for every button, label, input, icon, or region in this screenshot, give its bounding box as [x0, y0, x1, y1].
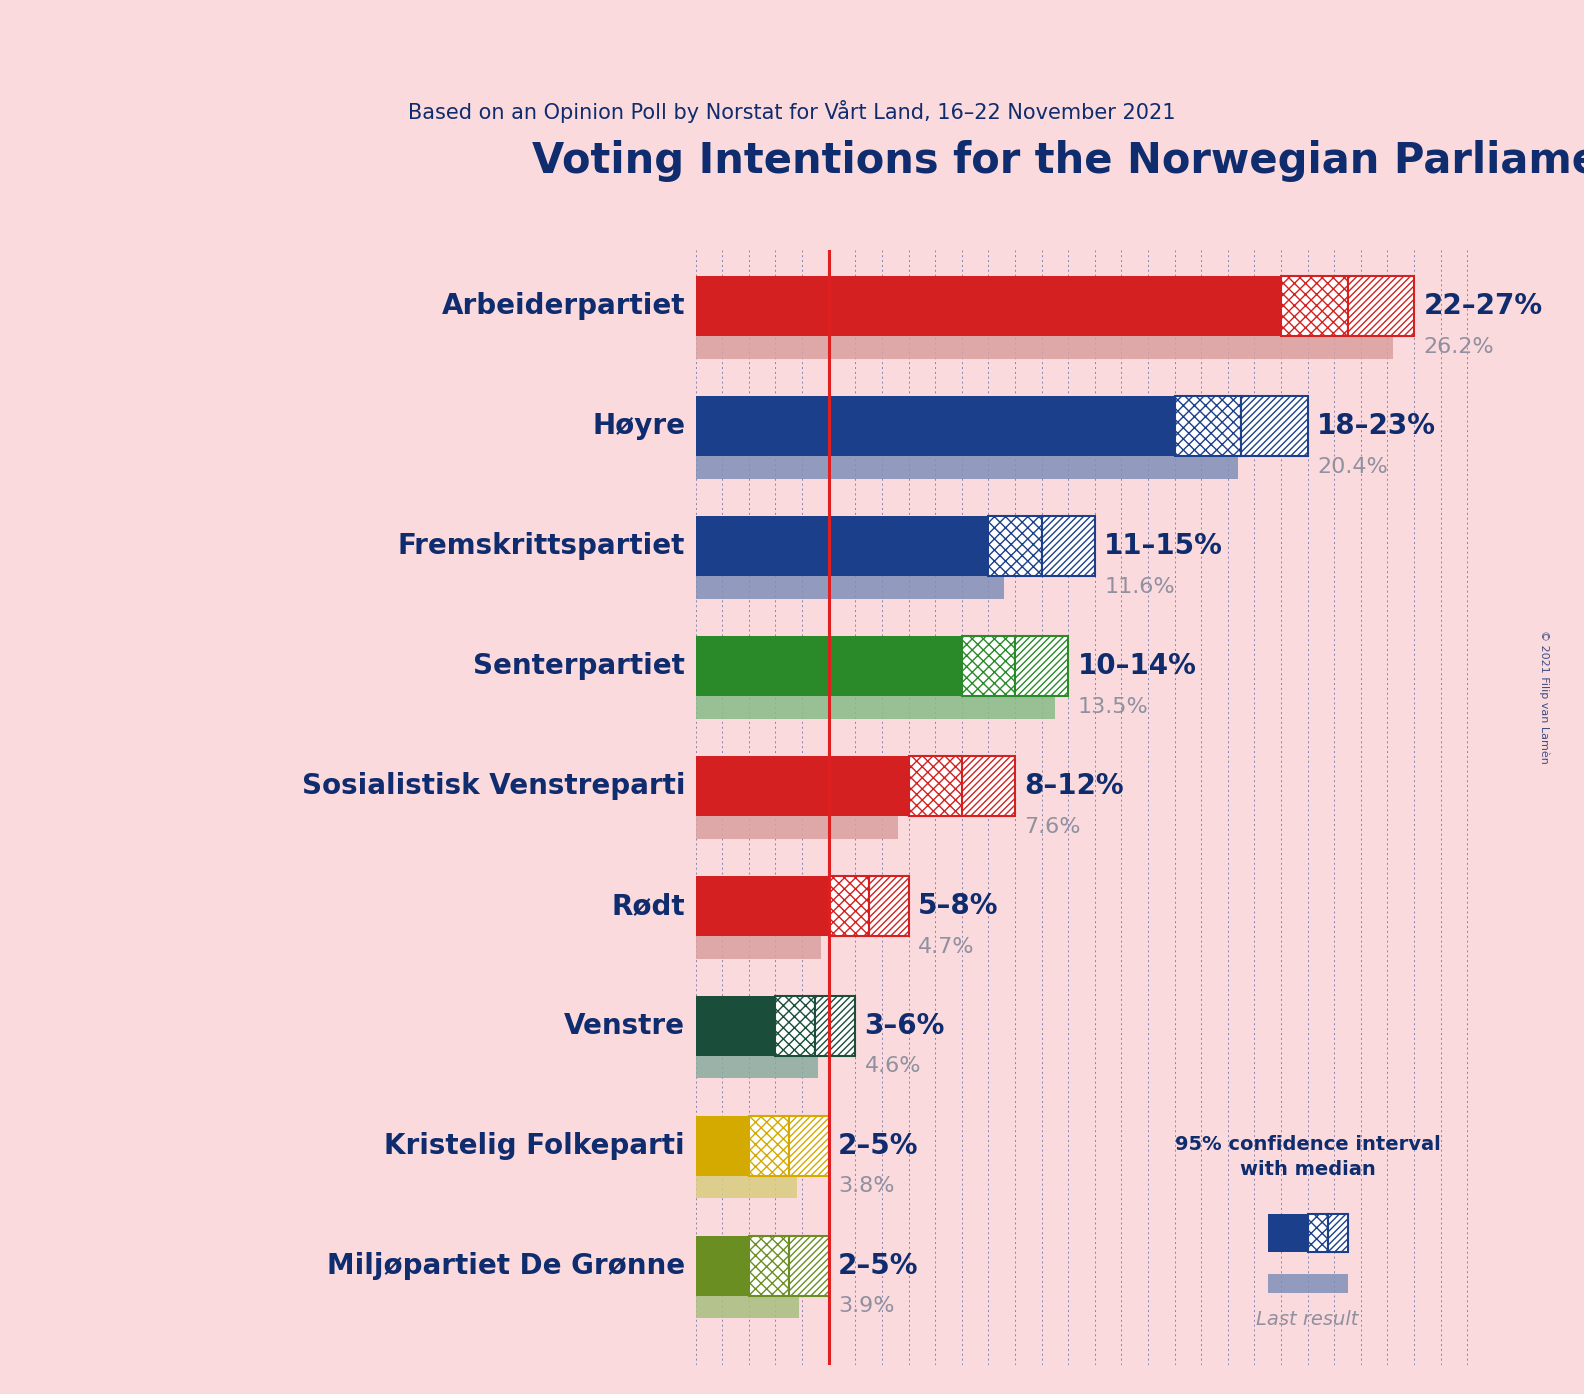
Text: 20.4%: 20.4%: [1316, 457, 1388, 477]
Text: 26.2%: 26.2%: [1424, 337, 1494, 357]
Text: 4.7%: 4.7%: [917, 937, 974, 956]
Bar: [961, 756, 1015, 815]
Text: Rødt: Rødt: [611, 892, 684, 920]
Text: Venstre: Venstre: [564, 1012, 684, 1040]
Bar: [1015, 636, 1068, 696]
Text: Fremskrittspartiet: Fremskrittspartiet: [398, 533, 684, 560]
Bar: [1267, 1274, 1348, 1294]
Title: Voting Intentions for the Norwegian Parliament: Voting Intentions for the Norwegian Parl…: [532, 141, 1584, 183]
Text: Last result: Last result: [1256, 1310, 1359, 1328]
Bar: [695, 1235, 749, 1295]
Bar: [1242, 396, 1308, 456]
Bar: [816, 995, 855, 1055]
Text: © 2021 Filip van Lamèn: © 2021 Filip van Lamèn: [1540, 630, 1549, 764]
Bar: [695, 574, 1004, 599]
Text: 10–14%: 10–14%: [1077, 652, 1196, 680]
Bar: [695, 1174, 797, 1199]
Bar: [695, 335, 1392, 360]
Text: 13.5%: 13.5%: [1077, 697, 1148, 717]
Bar: [695, 1115, 749, 1175]
Bar: [1327, 1214, 1348, 1252]
Bar: [789, 1235, 828, 1295]
Bar: [695, 756, 909, 815]
Text: Arbeiderpartiet: Arbeiderpartiet: [442, 293, 684, 321]
Bar: [1267, 1214, 1308, 1252]
Bar: [749, 1235, 789, 1295]
Text: 8–12%: 8–12%: [1025, 772, 1125, 800]
Text: Sosialistisk Venstreparti: Sosialistisk Venstreparti: [301, 772, 684, 800]
Text: Høyre: Høyre: [592, 413, 684, 441]
Bar: [695, 276, 1281, 336]
Text: 3.9%: 3.9%: [838, 1296, 895, 1316]
Bar: [749, 1115, 789, 1175]
Text: 18–23%: 18–23%: [1316, 413, 1437, 441]
Text: 2–5%: 2–5%: [838, 1132, 919, 1160]
Text: 22–27%: 22–27%: [1424, 293, 1543, 321]
Bar: [776, 995, 816, 1055]
Text: 4.6%: 4.6%: [865, 1057, 922, 1076]
Bar: [695, 694, 1055, 719]
Text: Kristelig Folkeparti: Kristelig Folkeparti: [385, 1132, 684, 1160]
Text: 3.8%: 3.8%: [838, 1177, 895, 1196]
Bar: [1042, 516, 1095, 576]
Text: Senterpartiet: Senterpartiet: [474, 652, 684, 680]
Bar: [695, 1054, 817, 1079]
Text: 2–5%: 2–5%: [838, 1252, 919, 1280]
Bar: [1308, 1214, 1327, 1252]
Bar: [828, 875, 868, 935]
Bar: [695, 636, 961, 696]
Bar: [695, 995, 776, 1055]
Bar: [695, 814, 898, 839]
Text: Miljøpartiet De Grønne: Miljøpartiet De Grønne: [326, 1252, 684, 1280]
Text: 3–6%: 3–6%: [865, 1012, 946, 1040]
Bar: [695, 454, 1239, 480]
Bar: [695, 1294, 800, 1319]
Text: 5–8%: 5–8%: [917, 892, 998, 920]
Bar: [868, 875, 909, 935]
Bar: [695, 396, 1175, 456]
Text: 11.6%: 11.6%: [1104, 577, 1175, 597]
Bar: [789, 1115, 828, 1175]
Bar: [1175, 396, 1242, 456]
Bar: [988, 516, 1042, 576]
Text: 7.6%: 7.6%: [1025, 817, 1080, 836]
Bar: [1348, 276, 1415, 336]
Bar: [961, 636, 1015, 696]
Text: Based on an Opinion Poll by Norstat for Vårt Land, 16–22 November 2021: Based on an Opinion Poll by Norstat for …: [409, 100, 1175, 123]
Text: 11–15%: 11–15%: [1104, 533, 1223, 560]
Bar: [695, 934, 821, 959]
Bar: [695, 875, 828, 935]
Bar: [909, 756, 961, 815]
Bar: [695, 516, 988, 576]
Text: 95% confidence interval
with median: 95% confidence interval with median: [1175, 1135, 1440, 1179]
Bar: [1281, 276, 1348, 336]
